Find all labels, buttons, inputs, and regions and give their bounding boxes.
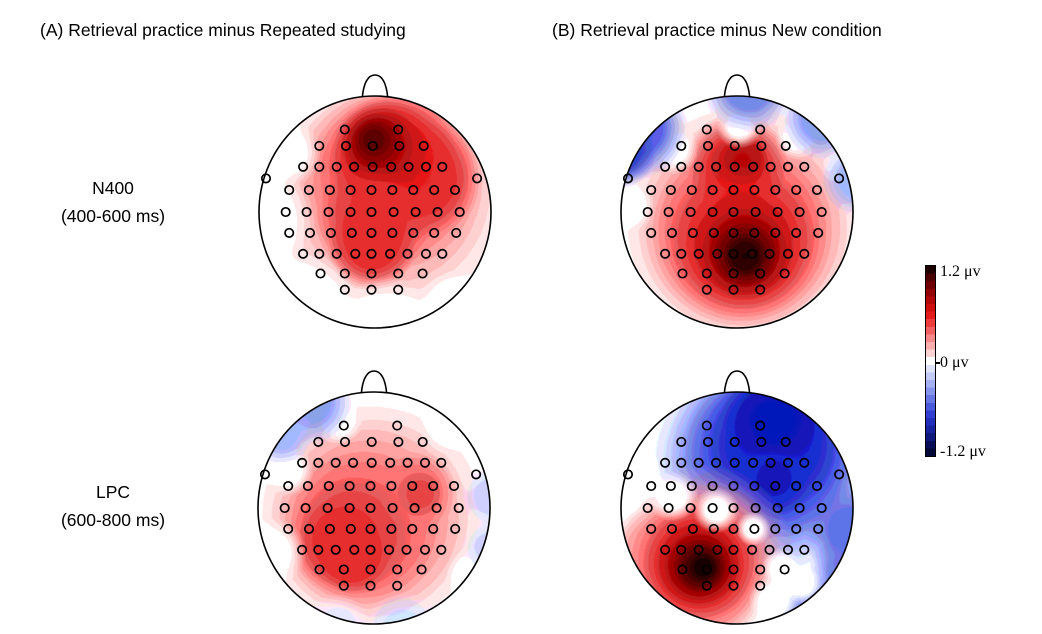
row-label-n400: N400 (400-600 ms): [10, 174, 216, 230]
colorbar-max-label: 1.2 μv: [940, 263, 981, 280]
electrode-markers: [622, 124, 845, 295]
nose-icon: [361, 74, 389, 103]
head-topography-svg: [620, 74, 854, 329]
row-label-n400-component: N400: [92, 178, 134, 198]
head-outline: [620, 95, 854, 329]
topomap-lpc-rp-minus-new: [602, 348, 872, 634]
row-label-lpc: LPC (600-800 ms): [10, 478, 216, 534]
electrode-markers: [259, 420, 482, 591]
head-outline: [257, 391, 491, 625]
row-label-n400-window: (400-600 ms): [60, 206, 166, 226]
head-topography-svg: [620, 370, 854, 625]
head-outline: [620, 391, 854, 625]
head-topography-svg: [257, 370, 491, 625]
nose-icon: [723, 74, 751, 103]
nose-icon: [723, 370, 751, 399]
colorbar-gradient: [926, 266, 935, 456]
colorbar: [925, 265, 936, 457]
colorbar-min-label: -1.2 μv: [940, 443, 986, 460]
row-label-lpc-window: (600-800 ms): [60, 510, 166, 530]
topomap-n400-rp-minus-repeated: [240, 52, 510, 348]
panel-b-title: (B) Retrieval practice minus New conditi…: [552, 20, 882, 40]
row-label-lpc-component: LPC: [95, 482, 131, 502]
panel-a-title: (A) Retrieval practice minus Repeated st…: [40, 20, 406, 40]
topomap-lpc-rp-minus-repeated: [239, 348, 509, 634]
head-topography-svg: [258, 74, 492, 329]
electrode-markers: [622, 420, 845, 591]
nose-icon: [360, 370, 388, 399]
colorbar-zero-label: 0 μv: [940, 354, 969, 371]
colorbar-zero-tick: [935, 362, 940, 364]
topomap-n400-rp-minus-new: [602, 52, 872, 348]
head-outline: [258, 95, 492, 329]
